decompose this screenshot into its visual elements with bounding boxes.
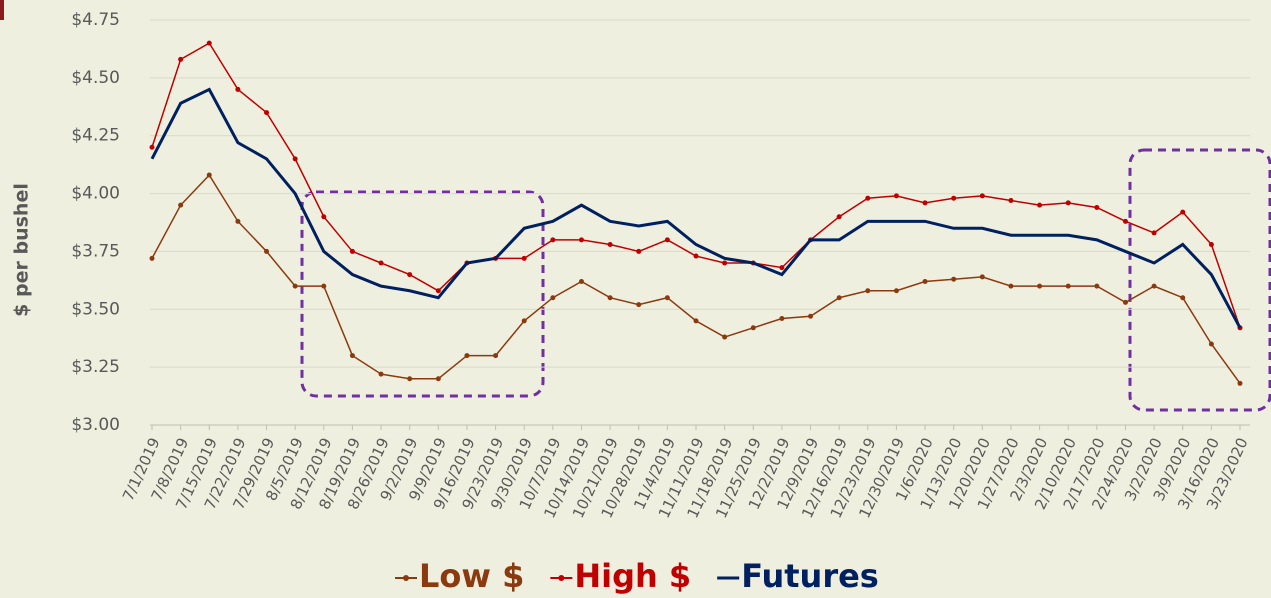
series-marker	[149, 255, 155, 261]
series-marker	[1237, 380, 1243, 386]
series-marker	[836, 214, 842, 220]
series-marker	[206, 40, 212, 46]
series-marker	[979, 193, 985, 199]
series-marker	[1037, 202, 1043, 208]
legend-label: High $	[574, 557, 691, 595]
series-marker	[951, 276, 957, 282]
series-marker	[1208, 341, 1214, 347]
series-marker	[893, 288, 899, 294]
series-marker	[779, 316, 785, 322]
series-marker	[1065, 200, 1071, 206]
series-marker	[521, 318, 527, 324]
series-marker	[435, 288, 441, 294]
edge-accent	[0, 0, 4, 20]
series-marker	[750, 325, 756, 331]
series-marker	[550, 237, 556, 243]
y-tick-label: $4.25	[71, 126, 120, 146]
series-marker	[693, 253, 699, 259]
series-marker	[808, 313, 814, 319]
series-marker	[1065, 283, 1071, 289]
series-marker	[664, 295, 670, 301]
series-marker	[607, 295, 613, 301]
series-marker	[1037, 283, 1043, 289]
series-marker	[378, 260, 384, 266]
series-marker	[1008, 283, 1014, 289]
series-marker	[493, 353, 499, 359]
series-marker	[578, 279, 584, 285]
series-marker	[521, 255, 527, 261]
series-marker	[636, 248, 642, 254]
series-marker	[922, 279, 928, 285]
series-marker	[264, 248, 270, 254]
y-tick-label: $3.75	[71, 241, 120, 261]
series-marker	[1208, 241, 1214, 247]
y-tick-label: $4.50	[71, 68, 120, 88]
y-tick-label: $4.00	[71, 184, 120, 204]
series-marker	[550, 295, 556, 301]
series-marker	[979, 274, 985, 280]
series-marker	[435, 376, 441, 382]
series-marker	[865, 195, 871, 201]
series-marker	[349, 353, 355, 359]
y-tick-label: $3.50	[71, 299, 120, 319]
series-marker	[321, 283, 327, 289]
series-marker	[149, 144, 155, 150]
highlight-box	[300, 190, 545, 398]
series-marker	[951, 195, 957, 201]
series-marker	[1094, 283, 1100, 289]
series-marker	[235, 218, 241, 224]
series-marker	[607, 241, 613, 247]
series-marker	[865, 288, 871, 294]
series-marker	[1180, 295, 1186, 301]
series-marker	[836, 295, 842, 301]
series-marker	[407, 376, 413, 382]
series-marker	[1180, 209, 1186, 215]
series-marker	[922, 200, 928, 206]
series-line	[150, 87, 1242, 329]
series-marker	[893, 193, 899, 199]
y-tick-label: $3.25	[71, 357, 120, 377]
series-marker	[664, 237, 670, 243]
series-marker	[206, 172, 212, 178]
series-marker	[1122, 218, 1128, 224]
series-marker	[407, 272, 413, 278]
series-marker	[779, 265, 785, 271]
series-marker	[264, 110, 270, 116]
series-marker	[378, 371, 384, 377]
legend: Low $ High $ Futures	[395, 557, 879, 595]
y-tick-label: $4.75	[71, 10, 120, 30]
legend-label: Futures	[741, 557, 879, 595]
highlight-box	[1128, 148, 1271, 412]
series-marker	[722, 334, 728, 340]
series-marker	[1151, 230, 1157, 236]
legend-symbol	[403, 575, 409, 581]
legend-symbol	[558, 575, 565, 581]
series-marker	[292, 156, 298, 162]
series-marker	[321, 214, 327, 220]
series-marker	[464, 353, 470, 359]
series-marker	[693, 318, 699, 324]
series-marker	[1008, 198, 1014, 204]
series-marker	[1122, 299, 1128, 305]
series-marker	[178, 202, 184, 208]
series-marker	[1151, 283, 1157, 289]
y-axis-label: $ per bushel	[11, 183, 33, 317]
series-marker	[292, 283, 298, 289]
series-marker	[349, 248, 355, 254]
series-marker	[722, 260, 728, 266]
series-marker	[235, 86, 241, 92]
y-tick-label: $3.00	[71, 415, 120, 435]
series-marker	[636, 302, 642, 308]
series-marker	[178, 56, 184, 62]
legend-label: Low $	[419, 557, 524, 595]
series-marker	[1094, 204, 1100, 210]
series-marker	[578, 237, 584, 243]
